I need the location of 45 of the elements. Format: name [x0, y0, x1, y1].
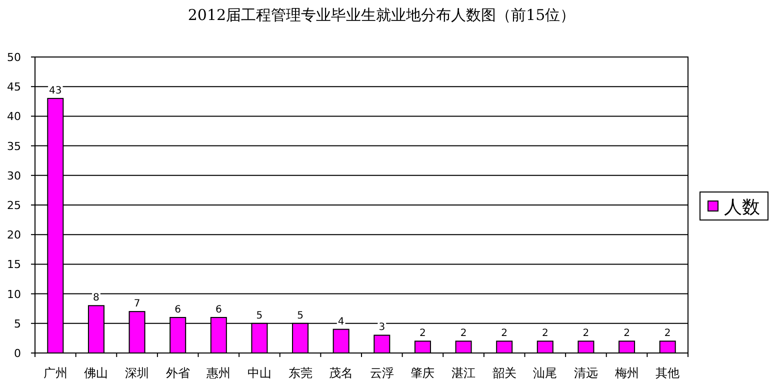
x-tick-label: 中山 [247, 366, 272, 380]
data-label: 2 [501, 328, 508, 340]
x-tick-label: 梅州 [614, 366, 639, 380]
data-label: 2 [420, 328, 426, 340]
x-tick-label: 外省 [166, 366, 190, 380]
y-tick-label: 20 [7, 228, 21, 242]
x-tick-label: 茂名 [329, 366, 354, 380]
data-label: 6 [215, 304, 222, 316]
data-label: 2 [460, 328, 467, 340]
y-tick-label: 40 [7, 110, 21, 124]
data-label: 2 [664, 328, 671, 340]
x-tick-label: 云浮 [370, 366, 394, 380]
x-tick-label: 韶关 [492, 366, 516, 380]
x-tick-label: 其他 [656, 366, 680, 380]
y-tick-label: 5 [14, 317, 21, 330]
x-tick-label: 深圳 [125, 366, 150, 380]
x-tick-label: 佛山 [84, 366, 108, 380]
legend-label: 人数 [724, 197, 760, 218]
y-tick-label: 50 [7, 51, 21, 64]
data-label: 5 [256, 310, 263, 322]
y-tick-label: 30 [7, 169, 21, 182]
x-tick-label: 肇庆 [410, 366, 435, 380]
data-label: 8 [93, 292, 100, 304]
data-label: 5 [297, 310, 304, 322]
x-tick-label: 东莞 [288, 366, 312, 380]
y-tick-label: 35 [7, 140, 21, 153]
data-label: 3 [378, 322, 386, 334]
x-tick-label: 汕尾 [533, 366, 558, 380]
data-label: 2 [542, 328, 548, 340]
data-label: 43 [49, 85, 62, 96]
x-tick-label: 惠州 [206, 366, 231, 380]
data-label: 2 [582, 328, 590, 340]
y-tick-label: 25 [7, 199, 21, 212]
data-label: 7 [134, 298, 140, 310]
y-tick-label: 0 [14, 347, 21, 360]
x-tick-label: 广州 [43, 366, 68, 380]
y-tick-label: 10 [7, 288, 21, 301]
y-tick-label: 45 [7, 80, 21, 94]
x-tick-label: 湛江 [452, 366, 476, 380]
data-label: 6 [174, 304, 182, 316]
x-tick-label: 清远 [574, 366, 598, 380]
data-label: 4 [338, 316, 344, 328]
y-tick-label: 15 [7, 258, 21, 272]
chart-title: 2012届工程管理专业毕业生就业地分布人数图（前15位） [188, 6, 576, 24]
data-label: 2 [624, 328, 630, 340]
